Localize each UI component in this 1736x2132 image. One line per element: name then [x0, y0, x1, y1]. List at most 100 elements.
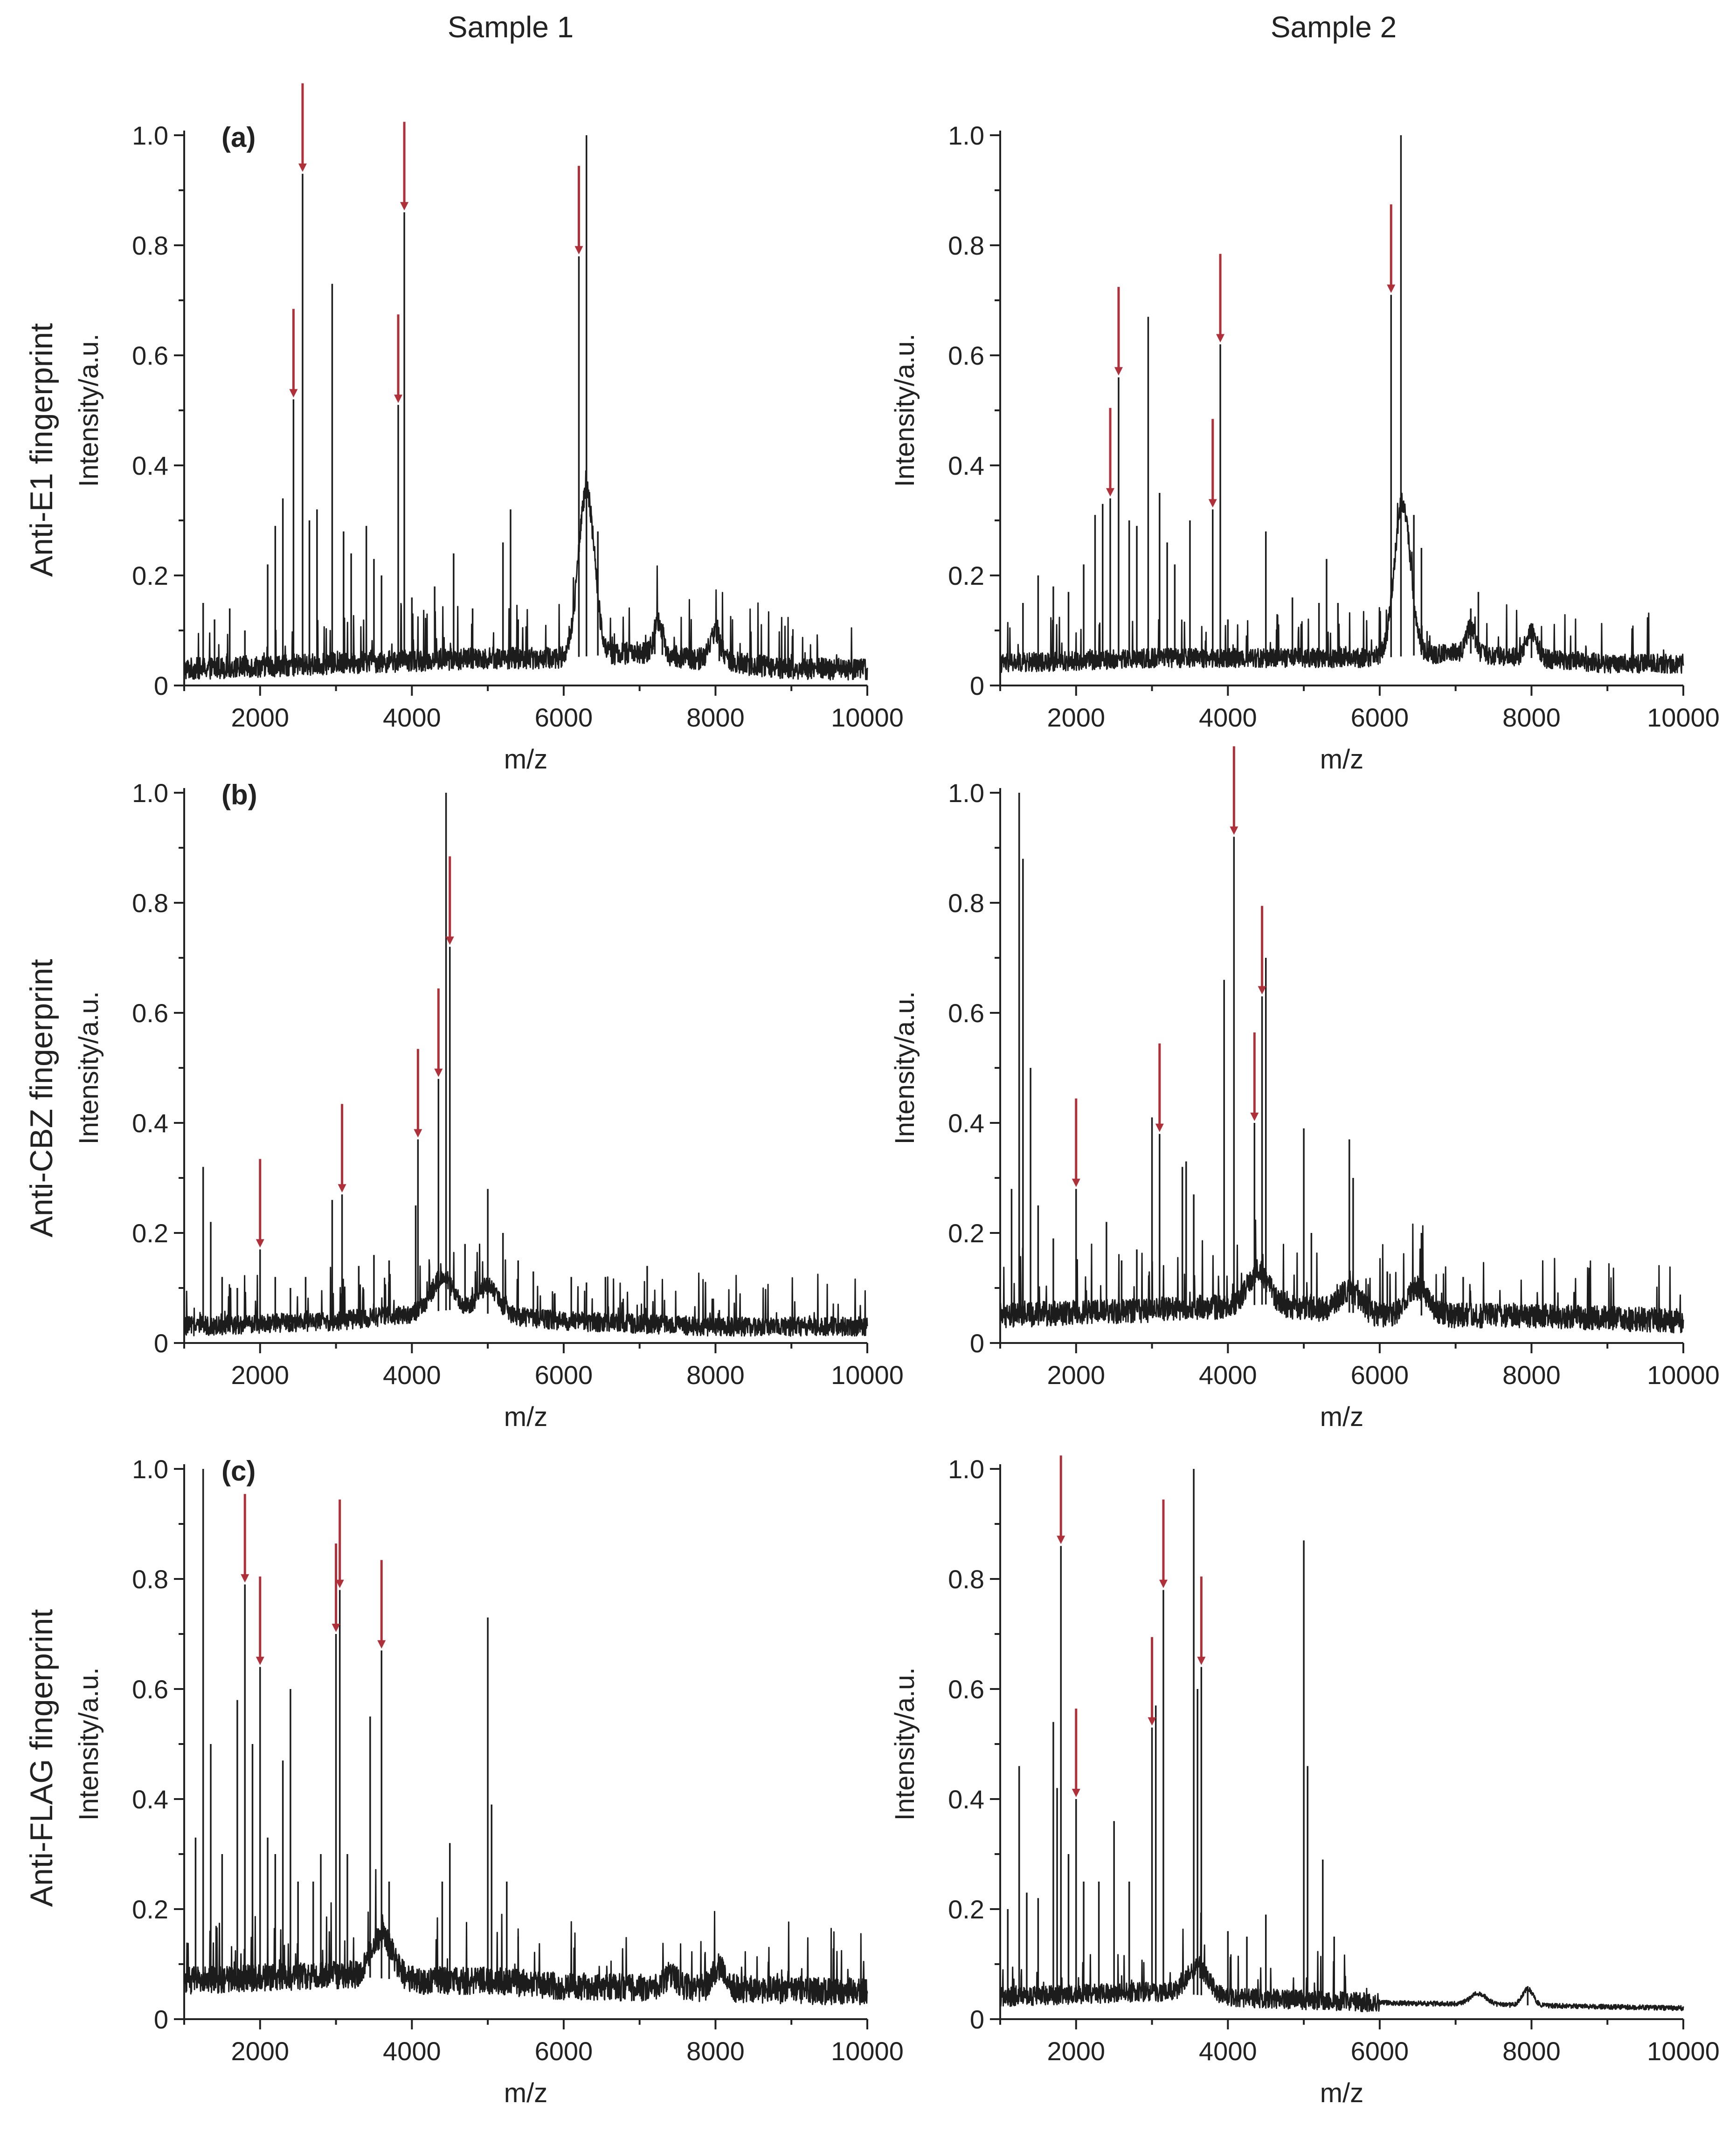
- spectrum-trace: [999, 492, 1684, 674]
- marker-arrow-head: [400, 202, 409, 211]
- x-tick-label: 10000: [831, 1360, 904, 1390]
- x-tick-label: 2000: [1047, 703, 1105, 732]
- y-tick-label: 0.2: [132, 561, 168, 590]
- x-tick-label: 4000: [1199, 2036, 1257, 2066]
- x-tick-label: 8000: [686, 2036, 745, 2066]
- x-tick-label: 6000: [1351, 1360, 1409, 1390]
- x-tick-label: 8000: [1502, 2036, 1561, 2066]
- y-tick-label: 0.8: [132, 888, 168, 918]
- y-axis-title: Intensity/a.u.: [74, 334, 104, 487]
- marker-arrow-head: [394, 395, 403, 403]
- x-axis-title: m/z: [1320, 744, 1363, 775]
- marker-arrow-head: [1106, 488, 1115, 497]
- y-tick-label: 0.2: [132, 1218, 168, 1248]
- y-tick-label: 0.4: [948, 1108, 984, 1138]
- x-tick-label: 6000: [535, 703, 593, 732]
- y-tick-label: 1.0: [132, 121, 168, 150]
- y-axis-title: Intensity/a.u.: [74, 1668, 104, 1821]
- y-tick-label: 0: [970, 2005, 984, 2034]
- marker-arrow-head: [1250, 1113, 1259, 1121]
- x-tick-label: 4000: [383, 2036, 441, 2066]
- y-tick-label: 0.8: [948, 888, 984, 918]
- spectra-panels: 0 0.2 0.4 0.6 0.8 1.0 2000 4000 6000 8000 10000 m/z…: [74, 83, 1720, 2108]
- y-tick-label: 0.8: [948, 1564, 984, 1594]
- y-tick-label: 0.6: [132, 1675, 168, 1704]
- marker-arrow-head: [335, 1579, 344, 1588]
- x-tick-label: 2000: [231, 703, 289, 732]
- x-axis-title: m/z: [504, 2078, 547, 2108]
- column-title-sample-1: Sample 1: [448, 10, 574, 44]
- y-tick-label: 0.8: [132, 1564, 168, 1594]
- marker-arrow-head: [338, 1184, 346, 1193]
- x-tick-label: 4000: [383, 703, 441, 732]
- y-tick-label: 0.2: [948, 1218, 984, 1248]
- y-tick-label: 0.2: [948, 561, 984, 590]
- marker-arrow-head: [1258, 986, 1266, 995]
- x-tick-label: 10000: [1647, 2036, 1720, 2066]
- marker-arrow-head: [256, 1656, 264, 1665]
- y-tick-label: 1.0: [948, 121, 984, 150]
- chart-FLAG-s2: 0 0.2 0.4 0.6 0.8 1.0 2000 4000 6000 8000 10000 m/z…: [890, 1454, 1720, 2108]
- chart-E1-s1: 0 0.2 0.4 0.6 0.8 1.0 2000 4000 6000 8000 10000 m/z…: [74, 83, 904, 775]
- y-tick-label: 1.0: [132, 778, 168, 808]
- x-tick-label: 6000: [1351, 703, 1409, 732]
- chart-CBZ-s1: 0 0.2 0.4 0.6 0.8 1.0 2000 4000 6000 8000 10000 m/z…: [74, 778, 904, 1432]
- y-tick-label: 0.2: [948, 1895, 984, 1924]
- y-tick-label: 0.6: [948, 998, 984, 1028]
- x-axis-title: m/z: [1320, 1402, 1363, 1432]
- marker-arrow-head: [1387, 284, 1396, 293]
- x-tick-label: 4000: [383, 1360, 441, 1390]
- marker-arrow-head: [289, 389, 298, 398]
- marker-arrow-head: [1197, 1656, 1206, 1665]
- chart-CBZ-s2: 0 0.2 0.4 0.6 0.8 1.0 2000 4000 6000 8000 10000 m/z…: [890, 746, 1720, 1432]
- y-axis-title: Intensity/a.u.: [74, 991, 104, 1145]
- x-tick-label: 10000: [1647, 703, 1720, 732]
- y-tick-label: 0: [154, 671, 168, 700]
- spectrum-trace: [999, 1912, 1684, 2013]
- y-tick-label: 1.0: [948, 778, 984, 808]
- x-tick-label: 8000: [1502, 1360, 1561, 1390]
- y-axis-title: Intensity/a.u.: [890, 991, 920, 1145]
- y-tick-label: 0.6: [132, 998, 168, 1028]
- x-tick-label: 2000: [1047, 2036, 1105, 2066]
- y-tick-label: 0.8: [132, 231, 168, 260]
- spectrum-trace: [999, 1219, 1684, 1334]
- y-tick-label: 0: [970, 671, 984, 700]
- spectrum-trace: [183, 1243, 868, 1337]
- y-tick-label: 0.2: [132, 1895, 168, 1924]
- x-tick-label: 10000: [1647, 1360, 1720, 1390]
- x-tick-label: 8000: [686, 703, 745, 732]
- y-tick-label: 0.4: [132, 1785, 168, 1814]
- x-tick-label: 6000: [1351, 2036, 1409, 2066]
- y-tick-label: 0: [154, 1329, 168, 1358]
- x-axis-title: m/z: [1320, 2078, 1363, 2108]
- y-tick-label: 1.0: [132, 1454, 168, 1484]
- y-tick-label: 1.0: [948, 1454, 984, 1484]
- marker-arrow-head: [332, 1624, 340, 1632]
- y-tick-label: 0.8: [948, 231, 984, 260]
- marker-arrow-head: [1159, 1579, 1168, 1588]
- x-tick-label: 2000: [231, 2036, 289, 2066]
- x-tick-label: 2000: [231, 1360, 289, 1390]
- marker-arrow-head: [1208, 499, 1217, 508]
- marker-arrow-head: [298, 163, 307, 172]
- marker-arrow-head: [1148, 1717, 1156, 1726]
- marker-arrow-head: [574, 246, 583, 255]
- y-axis-title: Intensity/a.u.: [890, 334, 920, 487]
- marker-arrow-head: [414, 1129, 422, 1138]
- marker-arrow-head: [256, 1239, 264, 1248]
- x-tick-label: 6000: [535, 1360, 593, 1390]
- marker-arrow-head: [1155, 1123, 1164, 1132]
- row-title-anti-cbz: Anti-CBZ fingerprint: [24, 959, 59, 1237]
- column-title-sample-2: Sample 2: [1271, 10, 1397, 44]
- chart-FLAG-s1: 0 0.2 0.4 0.6 0.8 1.0 2000 4000 6000 8000 10000 m/z…: [74, 1454, 904, 2108]
- panel-label: (a): [221, 122, 256, 153]
- marker-arrow-head: [241, 1574, 249, 1583]
- x-tick-label: 8000: [1502, 703, 1561, 732]
- y-axis-title: Intensity/a.u.: [890, 1668, 920, 1821]
- panel-label: (b): [221, 779, 257, 810]
- y-tick-label: 0.4: [132, 451, 168, 480]
- marker-arrow-head: [377, 1640, 386, 1649]
- row-title-anti-e1: Anti-E1 fingerprint: [24, 323, 59, 577]
- x-axis-title: m/z: [504, 744, 547, 775]
